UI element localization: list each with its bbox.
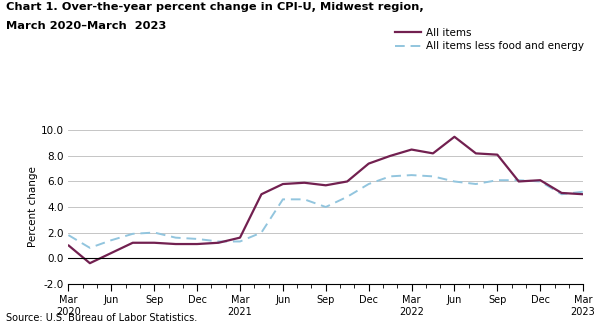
Text: March 2020–March  2023: March 2020–March 2023 (6, 21, 167, 31)
Legend: All items, All items less food and energy: All items, All items less food and energ… (394, 28, 584, 51)
Text: Chart 1. Over-the-year percent change in CPI-U, Midwest region,: Chart 1. Over-the-year percent change in… (6, 2, 424, 12)
Text: Source: U.S. Bureau of Labor Statistics.: Source: U.S. Bureau of Labor Statistics. (6, 313, 197, 323)
Y-axis label: Percent change: Percent change (28, 167, 38, 247)
